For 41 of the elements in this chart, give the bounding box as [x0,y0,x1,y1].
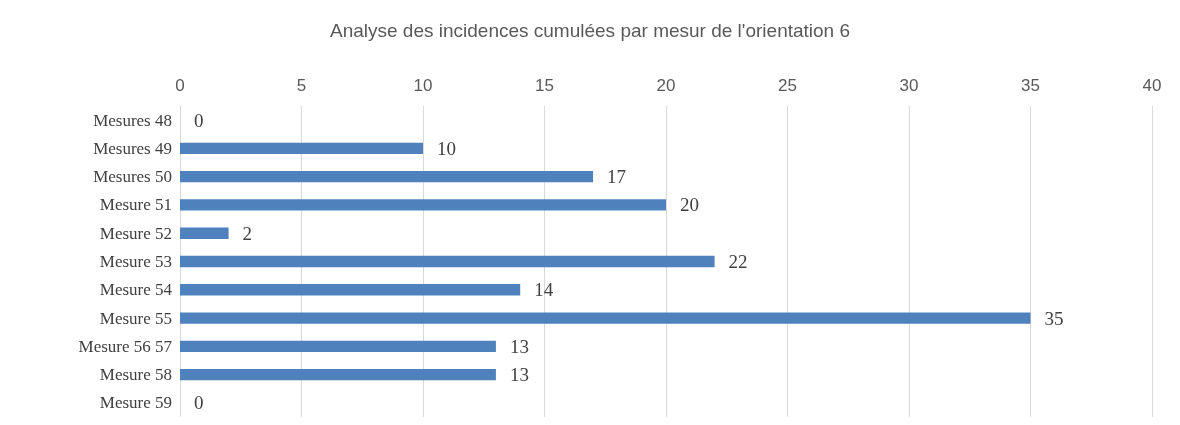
y-tick-label: Mesure 54 [99,280,173,300]
y-tick-label: Mesure 56 57 [78,336,173,356]
y-tick-label: Mesure 58 [99,365,172,385]
bar [180,340,496,352]
x-tick-label: 20 [656,76,676,95]
bar [180,368,496,381]
y-tick-label: Mesures 50 [93,167,172,187]
y-tick-label: Mesures 48 [93,110,172,130]
bar [180,312,1031,324]
y-tick-label: Mesure 52 [99,223,172,243]
y-tick-label: Mesure 59 [99,393,172,413]
x-tick-label: 30 [899,76,919,95]
data-label: 13 [509,364,529,386]
data-label: 10 [437,137,456,159]
data-label: 17 [607,166,627,188]
data-label: 2 [242,222,253,244]
x-tick-label: 15 [535,76,554,95]
bar [180,171,594,183]
bar [180,284,521,296]
data-label: 35 [1044,307,1064,329]
x-tick-label: 10 [413,76,433,95]
x-tick-label: 40 [1142,76,1162,95]
x-tick-label: 5 [296,76,307,95]
data-label: 14 [534,279,554,301]
data-label: 0 [194,109,204,131]
y-tick-label: Mesure 51 [99,195,172,215]
data-label: 0 [194,392,204,414]
x-tick-label: 0 [175,76,185,95]
bar [180,227,229,239]
x-tick-label: 35 [1021,76,1040,95]
bar [180,255,715,268]
bar [180,142,423,155]
chart-title: Analyse des incidences cumulées par mesur de l'orientation 6 [329,20,851,41]
data-label: 13 [509,335,529,357]
y-tick-label: Mesure 55 [99,308,172,328]
data-label: 20 [680,194,699,216]
data-label: 22 [728,251,748,272]
x-tick-label: 25 [778,76,797,95]
bar [180,199,666,211]
y-tick-label: Mesure 53 [99,252,172,271]
y-tick-label: Mesures 49 [93,138,172,158]
